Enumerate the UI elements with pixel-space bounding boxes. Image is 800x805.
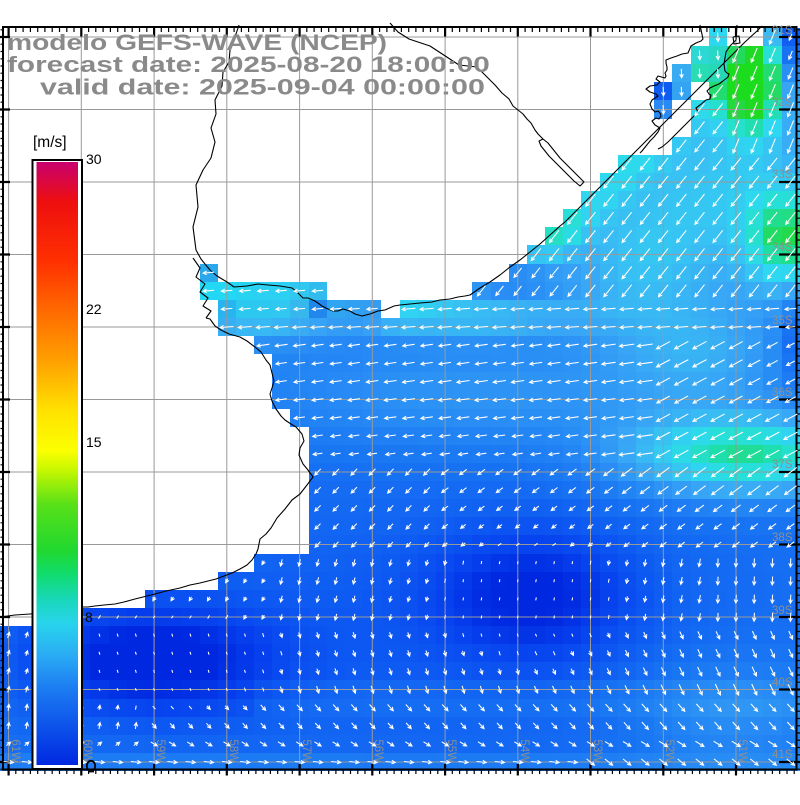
- svg-text:30: 30: [86, 151, 102, 167]
- svg-text:40S: 40S: [772, 677, 793, 689]
- svg-text:57W: 57W: [300, 739, 312, 763]
- svg-text:32S: 32S: [772, 97, 793, 109]
- svg-text:33S: 33S: [772, 169, 793, 181]
- svg-text:36S: 36S: [772, 387, 793, 399]
- svg-text:34S: 34S: [772, 242, 793, 254]
- svg-text:51W: 51W: [736, 739, 748, 763]
- svg-text:39S: 39S: [772, 605, 793, 617]
- svg-text:37S: 37S: [772, 459, 793, 471]
- svg-text:15: 15: [86, 434, 102, 450]
- svg-text:modelo GEFS-WAVE (NCEP): modelo GEFS-WAVE (NCEP): [7, 31, 387, 55]
- svg-text:38S: 38S: [772, 532, 793, 544]
- svg-text:22: 22: [86, 301, 102, 317]
- svg-text:forecast date: 2025-08-20 18:0: forecast date: 2025-08-20 18:00:00: [7, 52, 490, 77]
- svg-text:35S: 35S: [772, 315, 793, 327]
- svg-text:52W: 52W: [663, 739, 675, 763]
- svg-text:valid date: 2025-09-04 00:00:0: valid date: 2025-09-04 00:00:00: [40, 75, 485, 100]
- svg-text:61W: 61W: [9, 739, 21, 763]
- svg-text:8: 8: [85, 609, 93, 625]
- svg-text:[m/s]: [m/s]: [33, 134, 67, 151]
- svg-text:31S: 31S: [772, 25, 793, 37]
- svg-text:60W: 60W: [81, 739, 93, 763]
- svg-text:41S: 41S: [772, 749, 793, 761]
